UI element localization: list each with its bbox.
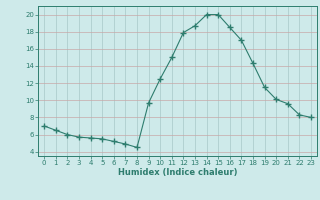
- X-axis label: Humidex (Indice chaleur): Humidex (Indice chaleur): [118, 168, 237, 177]
